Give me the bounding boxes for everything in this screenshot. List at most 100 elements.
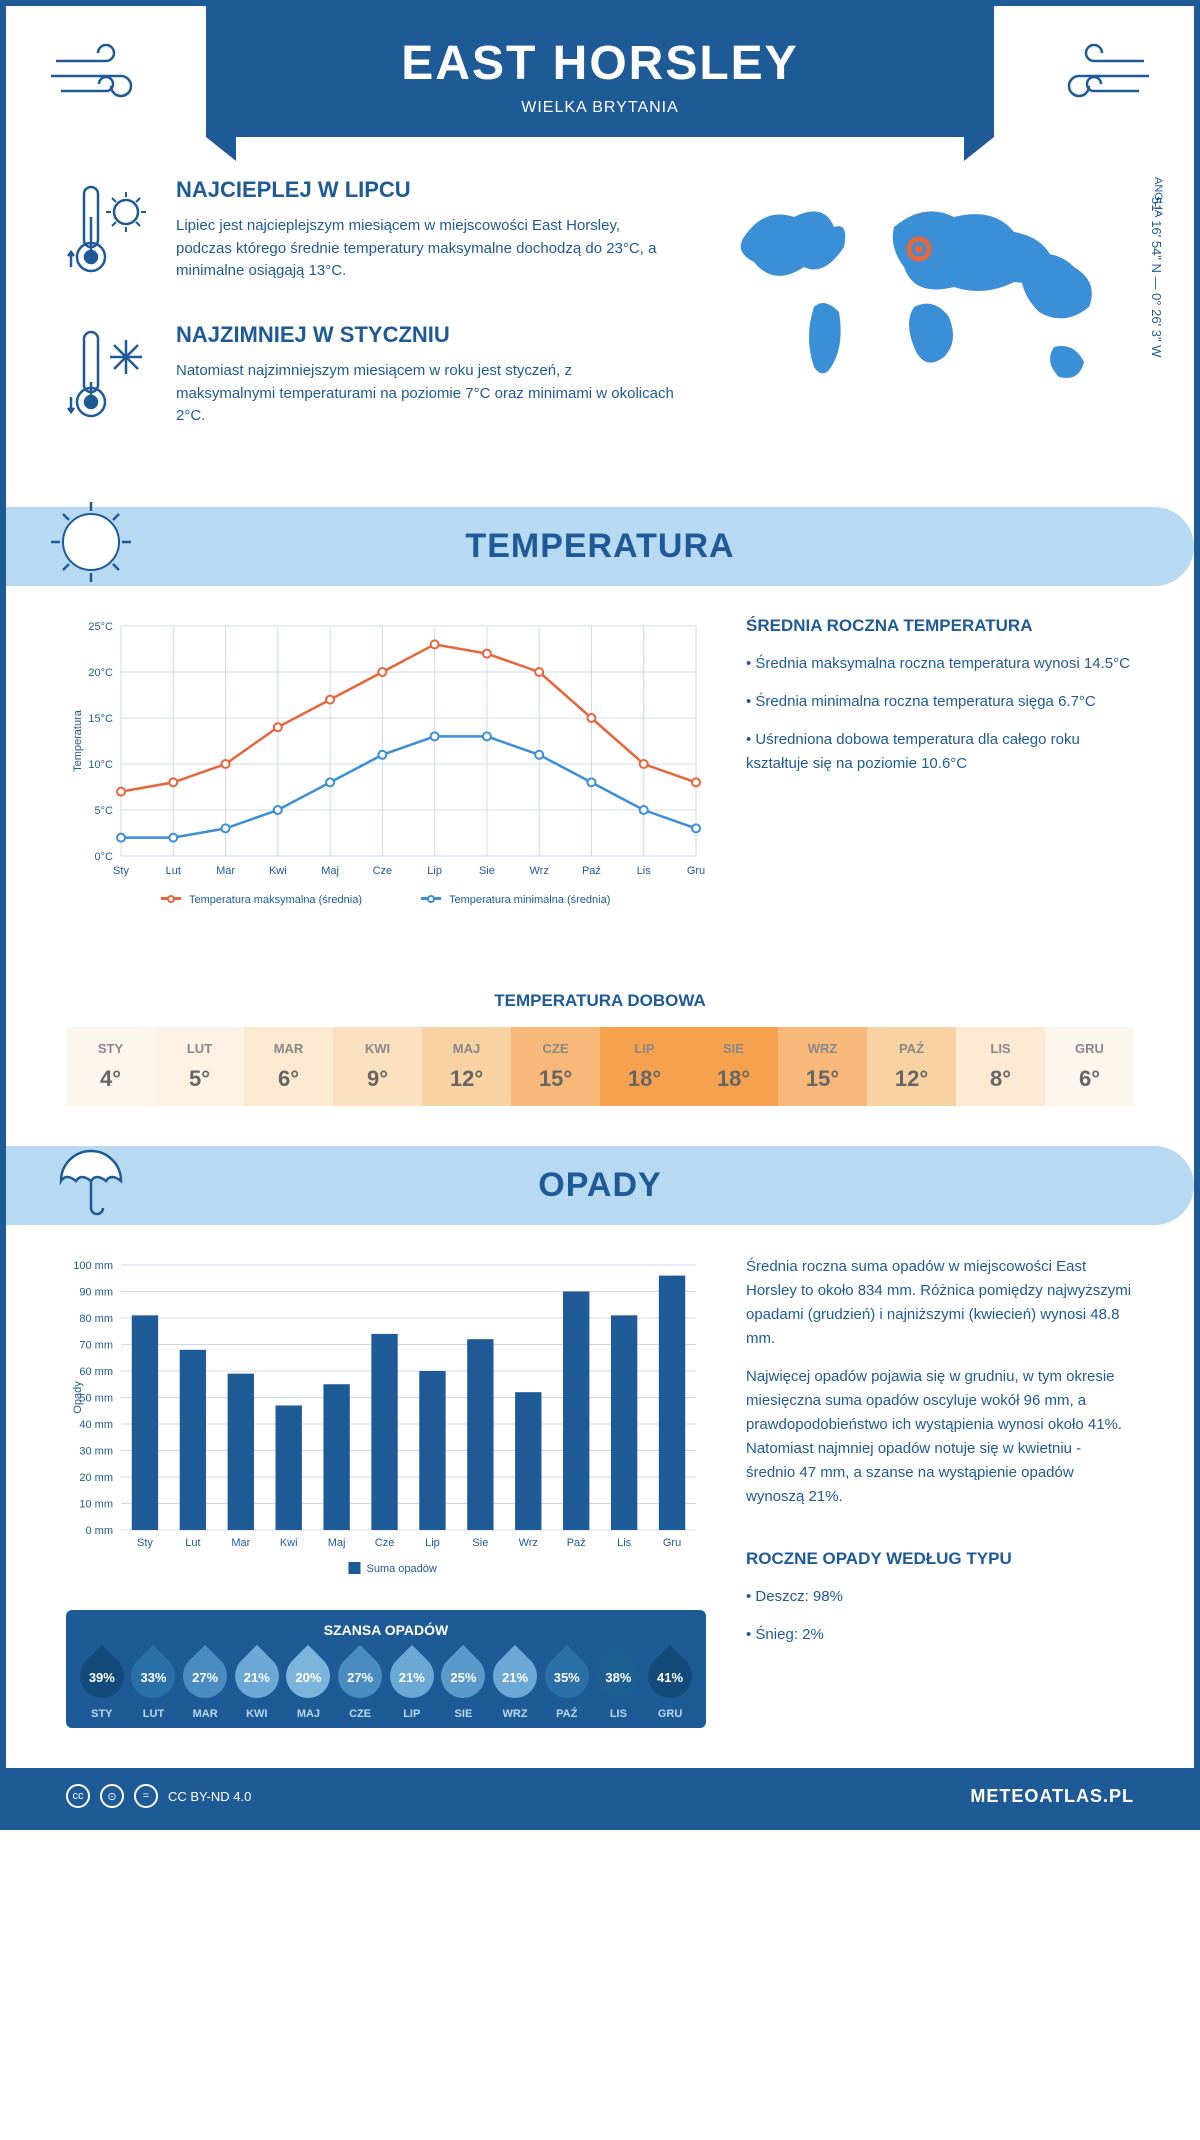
- avg-temp-p1: • Średnia maksymalna roczna temperatura …: [746, 652, 1134, 676]
- rain-chance-panel: SZANSA OPADÓW 39%STY33%LUT27%MAR21%KWI20…: [66, 1610, 706, 1728]
- rain-type-snow: • Śnieg: 2%: [746, 1623, 1134, 1647]
- thermometer-cold-icon: [66, 322, 156, 437]
- coordinates: 51° 16' 54" N — 0° 26' 3" W: [1149, 197, 1164, 357]
- rain-title: OPADY: [6, 1166, 1194, 1205]
- svg-text:10°C: 10°C: [88, 759, 113, 771]
- svg-text:10 mm: 10 mm: [79, 1499, 113, 1511]
- wind-icon-left: [46, 36, 166, 121]
- svg-text:Wrz: Wrz: [530, 865, 549, 877]
- avg-temp-p2: • Średnia minimalna roczna temperatura s…: [746, 690, 1134, 714]
- daily-temp-title: TEMPERATURA DOBOWA: [66, 991, 1134, 1011]
- svg-text:100 mm: 100 mm: [73, 1260, 113, 1272]
- svg-text:40 mm: 40 mm: [79, 1419, 113, 1431]
- rain-chart: 0 mm10 mm20 mm30 mm40 mm50 mm60 mm70 mm8…: [66, 1255, 706, 1728]
- temp-cell: CZE15°: [511, 1027, 600, 1106]
- svg-text:Gru: Gru: [663, 1537, 681, 1549]
- svg-text:Opady: Opady: [72, 1381, 84, 1414]
- svg-text:Sie: Sie: [479, 865, 495, 877]
- hot-heading: NAJCIEPLEJ W LIPCU: [176, 177, 674, 203]
- svg-text:Lis: Lis: [617, 1537, 632, 1549]
- temp-cell: SIE18°: [689, 1027, 778, 1106]
- rain-drop: 21%KWI: [235, 1648, 279, 1720]
- temp-cell: WRZ15°: [778, 1027, 867, 1106]
- svg-text:Sty: Sty: [113, 865, 129, 877]
- rain-drop: 21%WRZ: [493, 1648, 537, 1720]
- svg-text:30 mm: 30 mm: [79, 1446, 113, 1458]
- rain-type-heading: ROCZNE OPADY WEDŁUG TYPU: [746, 1549, 1134, 1569]
- hot-text: Lipiec jest najcieplejszym miesiącem w m…: [176, 215, 674, 283]
- svg-text:Lut: Lut: [185, 1537, 200, 1549]
- svg-text:Cze: Cze: [373, 865, 393, 877]
- temperature-title: TEMPERATURA: [6, 527, 1194, 566]
- rain-chance-title: SZANSA OPADÓW: [66, 1622, 706, 1638]
- svg-text:Paź: Paź: [582, 865, 601, 877]
- daily-temp-table: STY4°LUT5°MAR6°KWI9°MAJ12°CZE15°LIP18°SI…: [66, 1027, 1134, 1106]
- rain-drop: 25%SIE: [441, 1648, 485, 1720]
- umbrella-icon: [46, 1136, 136, 1231]
- intro-row: NAJCIEPLEJ W LIPCU Lipiec jest najcieple…: [66, 177, 1134, 467]
- svg-text:80 mm: 80 mm: [79, 1313, 113, 1325]
- thermometer-hot-icon: [66, 177, 156, 292]
- svg-text:Wrz: Wrz: [519, 1537, 538, 1549]
- svg-text:Lis: Lis: [637, 865, 652, 877]
- svg-text:Gru: Gru: [687, 865, 705, 877]
- rain-type-rain: • Deszcz: 98%: [746, 1585, 1134, 1609]
- svg-text:Suma opadów: Suma opadów: [367, 1563, 437, 1575]
- svg-text:Lip: Lip: [425, 1537, 440, 1549]
- temp-cell: STY4°: [66, 1027, 155, 1106]
- svg-text:70 mm: 70 mm: [79, 1340, 113, 1352]
- site-name: METEOATLAS.PL: [970, 1786, 1134, 1807]
- svg-text:0 mm: 0 mm: [86, 1525, 114, 1537]
- rain-drop: 38%LIS: [596, 1648, 640, 1720]
- cc-icon: cc: [66, 1784, 90, 1808]
- svg-text:60 mm: 60 mm: [79, 1366, 113, 1378]
- svg-text:0°C: 0°C: [95, 851, 114, 863]
- temperature-chart: 0°C5°C10°C15°C20°C25°CStyLutMarKwiMajCze…: [66, 616, 706, 961]
- temp-cell: MAJ12°: [422, 1027, 511, 1106]
- temp-cell: MAR6°: [244, 1027, 333, 1106]
- temp-cell: LUT5°: [155, 1027, 244, 1106]
- svg-text:Maj: Maj: [328, 1537, 346, 1549]
- svg-text:Temperatura minimalna (średnia: Temperatura minimalna (średnia): [449, 894, 610, 906]
- svg-text:Sie: Sie: [472, 1537, 488, 1549]
- svg-text:Cze: Cze: [375, 1537, 395, 1549]
- svg-text:Mar: Mar: [231, 1537, 250, 1549]
- rain-drop: 41%GRU: [648, 1648, 692, 1720]
- temp-cell: LIP18°: [600, 1027, 689, 1106]
- page-title: EAST HORSLEY: [206, 36, 994, 91]
- rain-drop: 21%LIP: [390, 1648, 434, 1720]
- svg-text:20°C: 20°C: [88, 667, 113, 679]
- avg-temp-p3: • Uśredniona dobowa temperatura dla całe…: [746, 728, 1134, 776]
- svg-text:5°C: 5°C: [95, 805, 114, 817]
- license-text: CC BY-ND 4.0: [168, 1789, 251, 1804]
- world-map: ANGLIA 51° 16' 54" N — 0° 26' 3" W: [714, 177, 1134, 467]
- temp-cell: PAŹ12°: [867, 1027, 956, 1106]
- svg-text:Temperatura maksymalna (średni: Temperatura maksymalna (średnia): [189, 894, 362, 906]
- world-map-svg: [714, 177, 1134, 417]
- cold-heading: NAJZIMNIEJ W STYCZNIU: [176, 322, 674, 348]
- svg-text:Paź: Paź: [567, 1537, 586, 1549]
- page-subtitle: WIELKA BRYTANIA: [206, 99, 994, 117]
- page: EAST HORSLEY WIELKA BRYTANIA NAJCIEPLEJ …: [0, 0, 1200, 1830]
- rain-drop: 27%MAR: [183, 1648, 227, 1720]
- svg-text:90 mm: 90 mm: [79, 1287, 113, 1299]
- avg-temp-heading: ŚREDNIA ROCZNA TEMPERATURA: [746, 616, 1134, 636]
- temp-cell: LIS8°: [956, 1027, 1045, 1106]
- svg-text:Lip: Lip: [427, 865, 442, 877]
- svg-text:Temperatura: Temperatura: [72, 709, 84, 772]
- header-banner: EAST HORSLEY WIELKA BRYTANIA: [206, 6, 994, 137]
- svg-text:Kwi: Kwi: [269, 865, 287, 877]
- svg-text:15°C: 15°C: [88, 713, 113, 725]
- temp-cell: KWI9°: [333, 1027, 422, 1106]
- svg-text:50 mm: 50 mm: [79, 1393, 113, 1405]
- rain-drop: 35%PAŹ: [545, 1648, 589, 1720]
- by-icon: ⊙: [100, 1784, 124, 1808]
- svg-text:Kwi: Kwi: [280, 1537, 298, 1549]
- rain-p2: Najwięcej opadów pojawia się w grudniu, …: [746, 1365, 1134, 1509]
- footer: cc ⊙ = CC BY-ND 4.0 METEOATLAS.PL: [6, 1768, 1194, 1824]
- rain-section-header: OPADY: [6, 1146, 1194, 1225]
- cold-text: Natomiast najzimniejszym miesiącem w rok…: [176, 360, 674, 428]
- rain-p1: Średnia roczna suma opadów w miejscowośc…: [746, 1255, 1134, 1351]
- svg-text:Lut: Lut: [166, 865, 181, 877]
- svg-text:Mar: Mar: [216, 865, 235, 877]
